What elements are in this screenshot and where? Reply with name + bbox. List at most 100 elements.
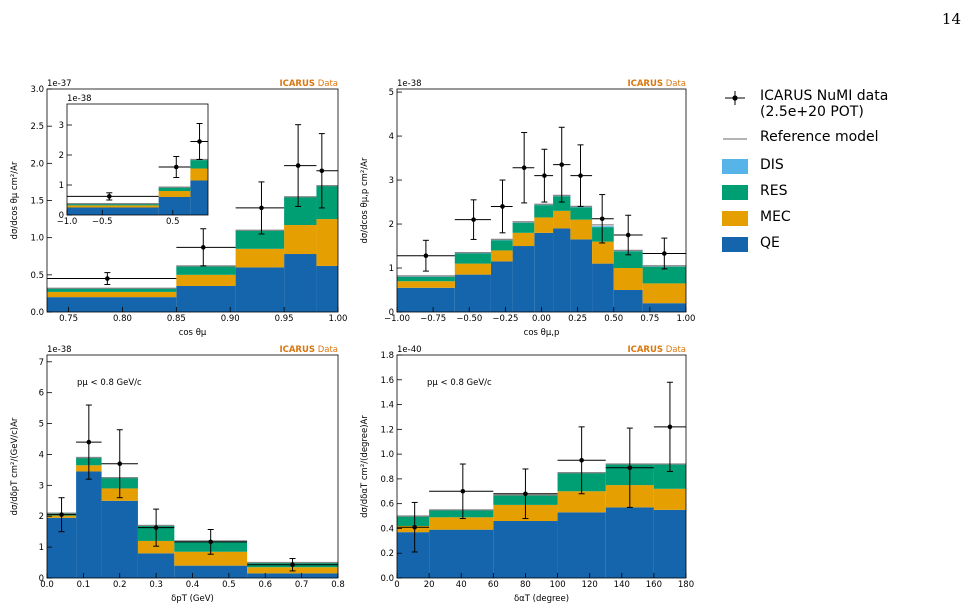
offset-label: 1e-40	[397, 345, 422, 355]
legend-icon	[725, 91, 745, 105]
y-tick-label: 1.0	[380, 450, 394, 460]
plot-frame	[66, 103, 209, 216]
y-tick-label: 7	[39, 358, 44, 368]
legend-icon	[723, 138, 747, 140]
y-axis-label: dσ/dcos θμ cm²/Ar	[10, 161, 20, 239]
x-tick-label: 0.5	[222, 580, 236, 590]
x-tick-label: 0.80	[113, 314, 132, 324]
hist-segment	[190, 168, 208, 181]
hist-segment	[605, 507, 654, 578]
hist-segment	[512, 246, 535, 312]
hist-segment	[47, 288, 177, 292]
y-tick-label: 6	[39, 389, 44, 399]
hist-segment	[512, 232, 535, 247]
data-point	[107, 194, 112, 199]
y-tick-label: 0.4	[380, 524, 394, 534]
x-tick-label: 120	[582, 580, 598, 590]
data-point	[471, 217, 476, 222]
data-point	[523, 491, 528, 497]
hist-segment	[429, 529, 494, 578]
legend-item: MEC	[722, 209, 922, 226]
y-tick-label: 4	[39, 450, 44, 460]
hist-segment	[174, 551, 248, 566]
hist-segment	[570, 219, 593, 240]
hist-segment	[67, 203, 159, 206]
hist-segment	[490, 250, 513, 262]
y-tick-label: 2.5	[30, 122, 44, 132]
x-tick-label: −1.00	[384, 314, 410, 324]
y-tick-label: 0	[389, 308, 394, 318]
y-tick-label: 0	[59, 211, 64, 221]
x-tick-label: 0.8	[331, 580, 345, 590]
y-tick-label: 1	[59, 181, 64, 191]
hist-segment	[553, 210, 571, 229]
legend-label: RES	[760, 183, 788, 199]
plot-frame	[396, 354, 687, 579]
x-tick-label: 40	[456, 580, 467, 590]
x-axis-label: cos θμ	[179, 328, 207, 338]
data-point	[412, 524, 417, 530]
data-point	[197, 139, 202, 144]
x-tick-label: 0.25	[568, 314, 587, 324]
data-point	[521, 165, 527, 171]
data-point	[153, 525, 159, 530]
data-point	[542, 173, 547, 178]
x-tick-label: 0.1	[77, 580, 91, 590]
data-point	[290, 562, 295, 568]
data-point	[86, 439, 92, 445]
x-tick-label: 0.00	[532, 314, 551, 324]
legend-item: RES	[722, 183, 922, 200]
x-tick-label: 0.4	[186, 580, 200, 590]
hist-segment	[570, 239, 593, 312]
hist-segment	[397, 516, 430, 526]
x-tick-label: 1.00	[329, 314, 348, 324]
hist-segment	[490, 261, 513, 312]
legend-item: DIS	[722, 157, 922, 174]
data-point	[625, 232, 631, 238]
hist-segment	[235, 267, 285, 312]
y-tick-label: 1.4	[380, 401, 394, 411]
x-tick-label: −1.0	[57, 217, 78, 227]
data-point	[578, 173, 583, 178]
y-tick-label: 2	[389, 220, 394, 230]
data-point	[460, 488, 466, 494]
data-point	[423, 253, 429, 259]
x-tick-label: −0.5	[92, 217, 113, 227]
data-point	[173, 164, 179, 170]
legend-label: ICARUS NuMI data (2.5e+20 POT)	[760, 88, 889, 120]
experiment-label: ICARUS Data	[627, 79, 686, 89]
y-tick-label: 1.2	[380, 425, 394, 435]
hist-segment	[534, 205, 554, 218]
y-tick-label: 0.8	[380, 475, 394, 485]
hist-segment	[47, 291, 177, 298]
hist-segment	[158, 191, 191, 197]
hist-segment	[490, 240, 513, 251]
hist-segment	[397, 525, 430, 533]
legend-label: MEC	[760, 209, 791, 225]
legend-label: DIS	[760, 157, 784, 173]
hist-segment	[235, 230, 285, 249]
x-tick-label: 140	[614, 580, 630, 590]
x-tick-label: 0.50	[604, 314, 623, 324]
data-point	[559, 162, 565, 167]
legend-label: Reference model	[760, 129, 879, 145]
hist-segment	[397, 532, 430, 578]
x-tick-label: 0.95	[275, 314, 294, 324]
data-point	[500, 204, 505, 209]
hist-segment	[397, 287, 455, 312]
hist-segment	[454, 274, 491, 312]
data-point	[117, 461, 123, 467]
x-tick-label: 100	[549, 580, 565, 590]
y-tick-label: 1.8	[380, 351, 394, 361]
data-point	[105, 276, 110, 281]
hist-segment	[642, 283, 686, 304]
y-tick-label: 0.0	[30, 308, 44, 318]
x-tick-label: 80	[520, 580, 531, 590]
y-tick-label: 1.0	[30, 234, 44, 244]
y-tick-label: 1.5	[30, 197, 44, 207]
offset-label: 1e-37	[47, 79, 72, 89]
hist-segment	[592, 226, 614, 228]
x-tick-label: 0.6	[258, 580, 272, 590]
hist-segment	[642, 303, 686, 312]
